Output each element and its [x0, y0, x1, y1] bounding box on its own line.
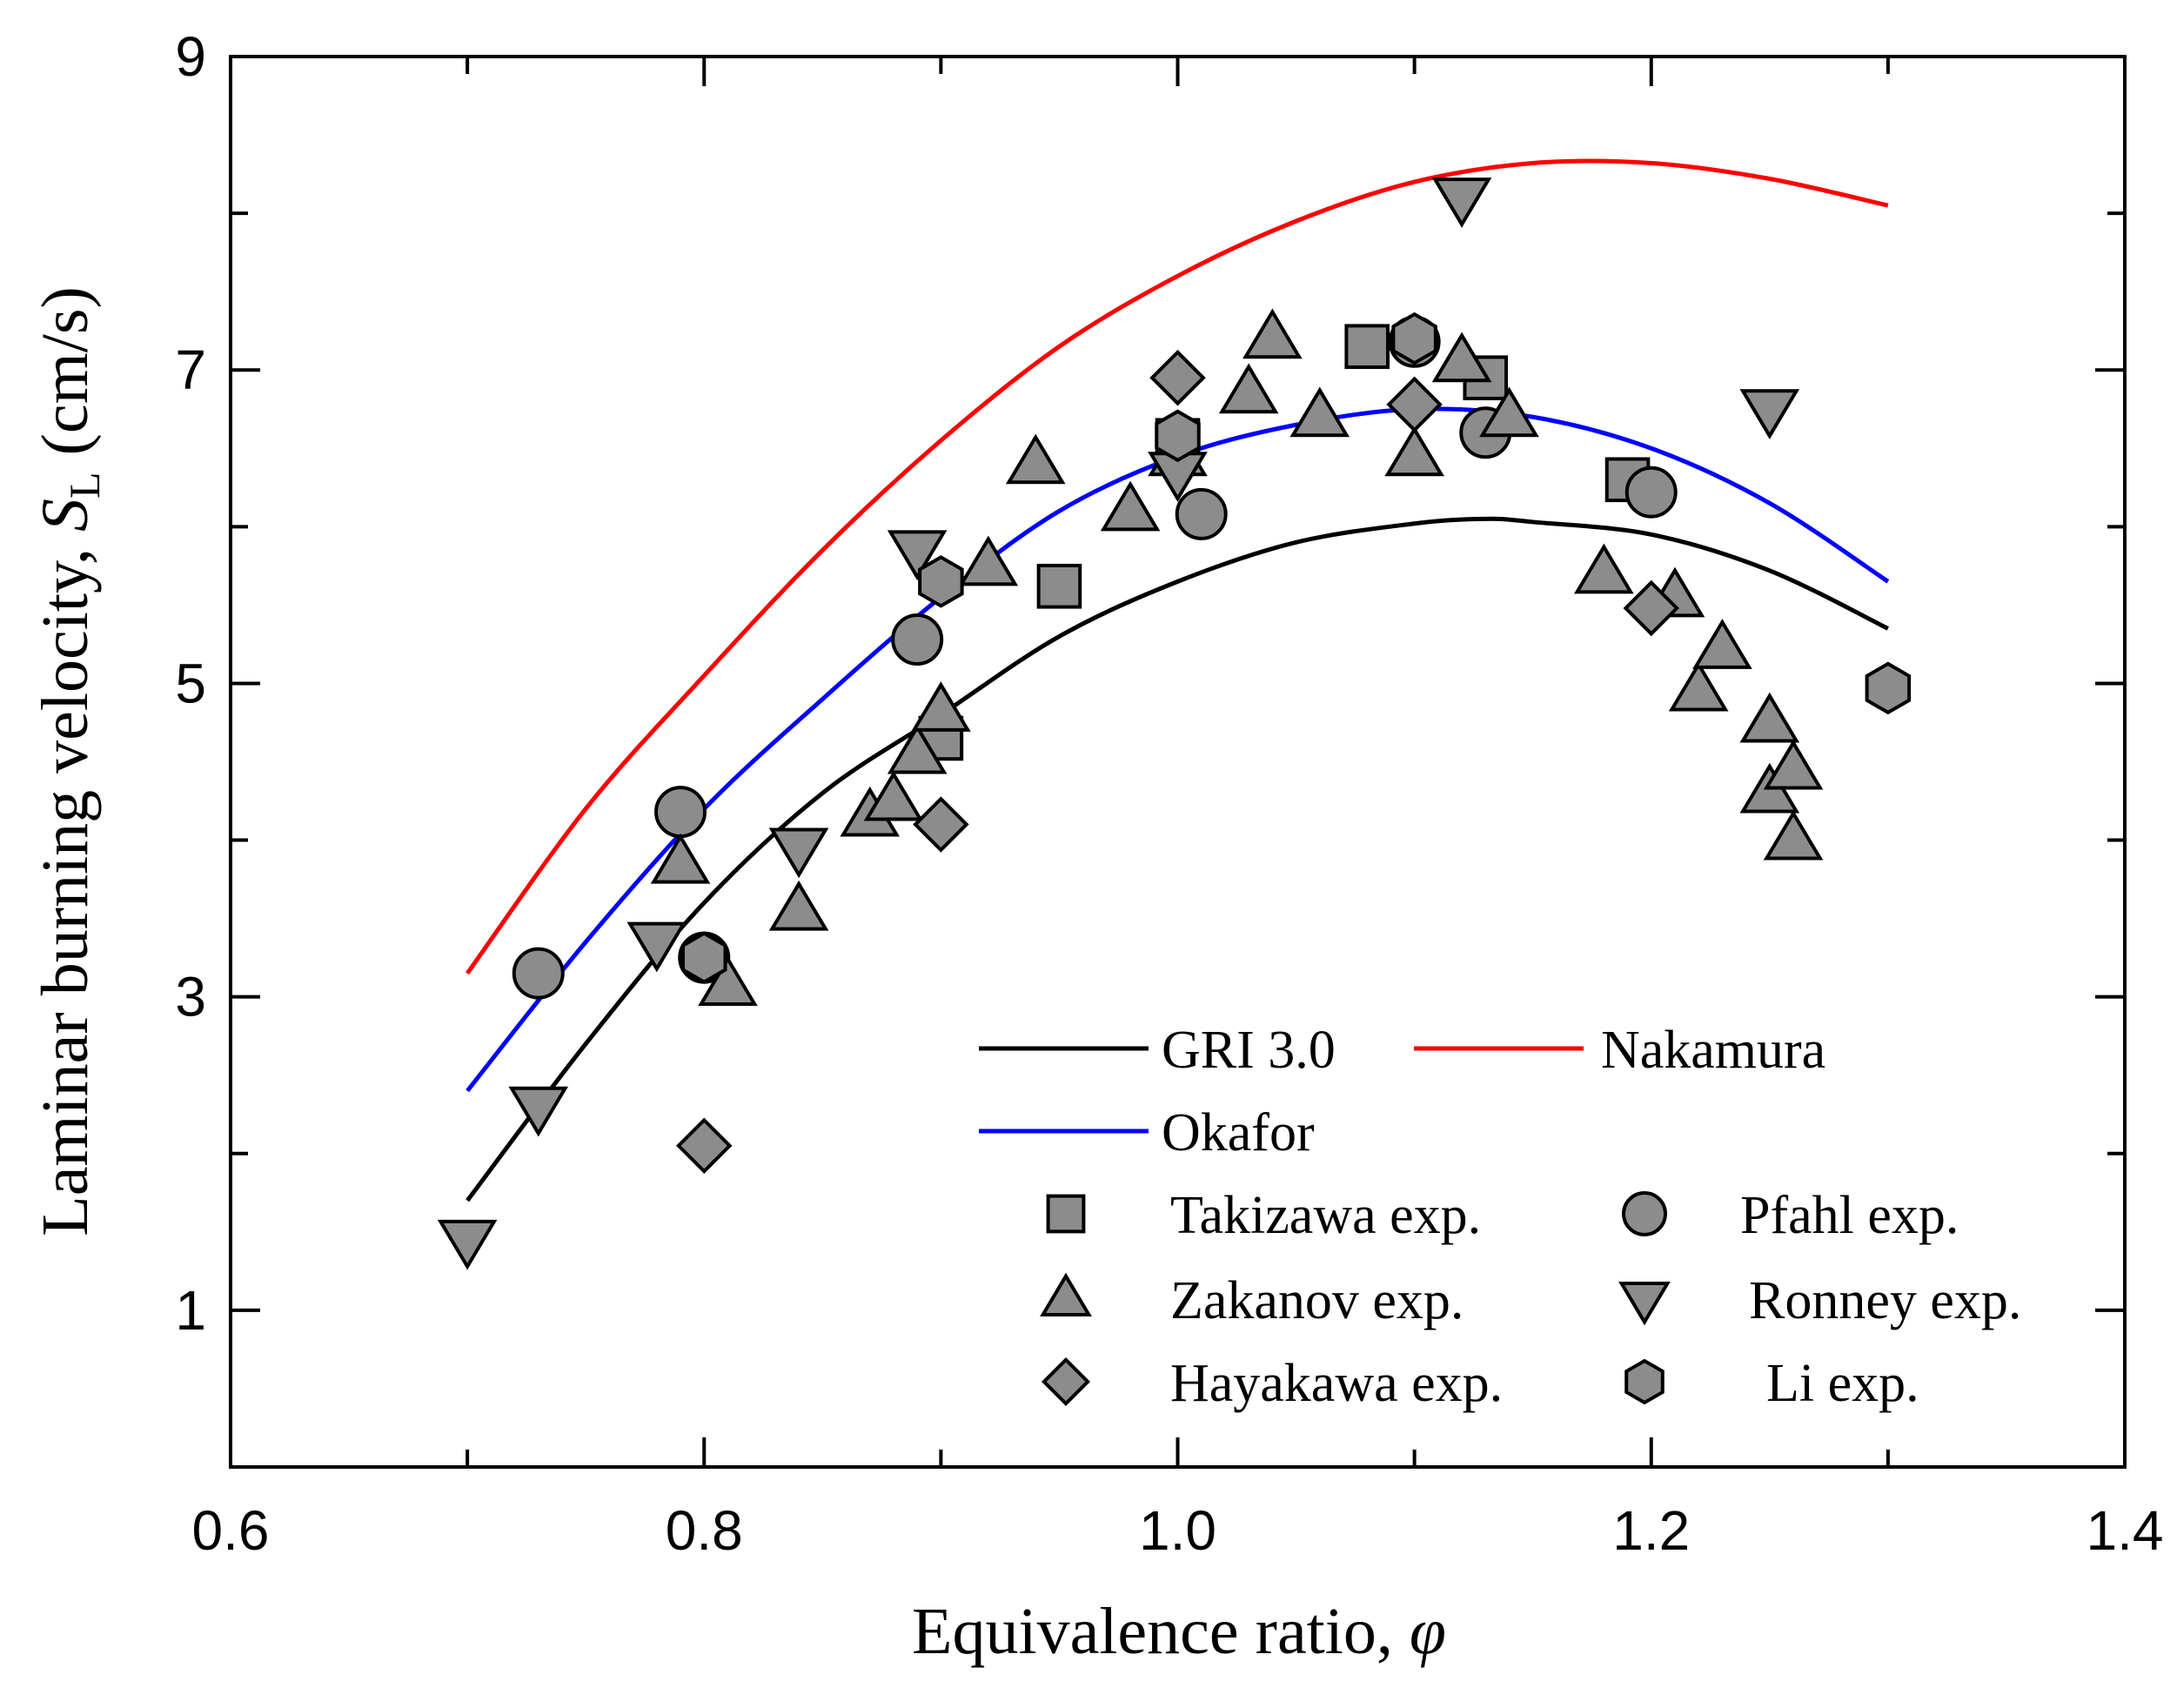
- point-ronney-exp: [437, 1219, 498, 1270]
- legend-label-takizawa-exp: Takizawa exp.: [1170, 1186, 1481, 1245]
- x-tick-label: 0.6: [192, 1499, 270, 1562]
- point-zakanov-exp: [863, 770, 924, 821]
- point-li-exp: [918, 555, 964, 608]
- point-zakanov-exp: [1479, 386, 1539, 438]
- point-zakanov-exp: [1574, 543, 1634, 594]
- point-pfahl-exp: [512, 947, 565, 1000]
- point-zakanov-exp: [1289, 386, 1350, 438]
- plot-frame: [229, 55, 2127, 1469]
- point-takizawa-exp: [1344, 324, 1390, 370]
- x-tick-label: 1.2: [1612, 1499, 1690, 1562]
- point-ronney-exp: [1739, 389, 1800, 439]
- legend-label-nakamura: Nakamura: [1601, 1021, 1825, 1080]
- legend: GRI 3.0 Nakamura Okafor Takizawa exp. Pfahl …: [979, 1021, 2021, 1413]
- point-zakanov-exp: [1739, 692, 1800, 743]
- y-axis-title: Laminar burning velocity, SL (cm/s): [29, 286, 109, 1236]
- legend-marker-li-exp: [1624, 1358, 1665, 1405]
- point-takizawa-exp: [1036, 563, 1082, 609]
- point-zakanov-exp: [1692, 619, 1752, 669]
- point-zakanov-exp: [1005, 433, 1066, 485]
- point-zakanov-exp: [1218, 363, 1279, 414]
- point-zakanov-exp: [911, 681, 971, 732]
- point-pfahl-exp: [1624, 466, 1678, 519]
- point-zakanov-exp: [1384, 425, 1444, 477]
- x-axis-title: Equivalence ratio, φ: [912, 1595, 1446, 1668]
- y-tick-label: 5: [175, 652, 206, 714]
- point-pfahl-exp: [654, 786, 707, 839]
- point-zakanov-exp: [1431, 332, 1492, 383]
- experimental-markers: [437, 177, 1912, 1270]
- point-hayakawa-exp: [1149, 349, 1206, 406]
- point-hayakawa-exp: [676, 1117, 733, 1175]
- point-zakanov-exp: [1243, 308, 1303, 359]
- point-ronney-exp: [1431, 177, 1492, 228]
- point-zakanov-exp: [1763, 739, 1824, 790]
- x-tick-label: 1.0: [1139, 1499, 1216, 1562]
- point-pfahl-exp: [891, 613, 944, 666]
- point-pfahl-exp: [1175, 487, 1228, 540]
- legend-label-li-exp: Li exp.: [1766, 1354, 1919, 1413]
- point-zakanov-exp: [887, 723, 948, 774]
- point-ronney-exp: [626, 921, 687, 973]
- point-zakanov-exp: [1763, 809, 1824, 861]
- point-zakanov-exp: [650, 833, 711, 884]
- legend-label-pfahl-exp: Pfahl exp.: [1740, 1186, 1959, 1245]
- point-zakanov-exp: [768, 880, 829, 931]
- point-ronney-exp: [887, 530, 948, 581]
- legend-label-zakanov-exp: Zakanov exp.: [1170, 1271, 1464, 1330]
- legend-label-ronney-exp: Ronney exp.: [1749, 1271, 2021, 1330]
- axis-tick-labels: 0.6 0.8 1.0 1.2 1.4 1 3 5 7 9: [175, 25, 2163, 1562]
- point-li-exp: [1865, 661, 1912, 715]
- point-hayakawa-exp: [913, 796, 969, 853]
- point-hayakawa-exp: [1623, 579, 1679, 637]
- legend-marker-ronney-exp: [1618, 1282, 1671, 1326]
- legend-marker-hayakawa-exp: [1041, 1356, 1091, 1407]
- legend-label-okafor: Okafor: [1162, 1103, 1315, 1162]
- point-hayakawa-exp: [1386, 376, 1443, 433]
- y-tick-label: 7: [175, 338, 206, 401]
- legend-marker-takizawa-exp: [1046, 1194, 1086, 1234]
- y-tick-label: 1: [175, 1279, 206, 1342]
- axis-ticks: [229, 55, 2127, 1467]
- point-zakanov-exp: [958, 535, 1019, 586]
- point-ronney-exp: [508, 1086, 569, 1137]
- x-tick-label: 1.4: [2087, 1499, 2164, 1562]
- point-zakanov-exp: [1100, 480, 1161, 532]
- legend-marker-pfahl-exp: [1622, 1191, 1667, 1236]
- point-li-exp: [1155, 409, 1201, 463]
- y-tick-label: 9: [175, 25, 206, 88]
- y-tick-label: 3: [175, 966, 206, 1028]
- legend-label-hayakawa-exp: Hayakawa exp.: [1170, 1354, 1503, 1413]
- point-li-exp: [1391, 311, 1437, 365]
- curve-nakamura: [466, 158, 1889, 975]
- point-zakanov-exp: [1668, 660, 1729, 712]
- point-li-exp: [681, 931, 727, 984]
- point-ronney-exp: [768, 827, 829, 879]
- point-zakanov-exp: [698, 955, 758, 1007]
- legend-label-gri-3-0: GRI 3.0: [1162, 1021, 1336, 1080]
- x-tick-label: 0.8: [666, 1499, 743, 1562]
- legend-marker-zakanov-exp: [1040, 1272, 1092, 1316]
